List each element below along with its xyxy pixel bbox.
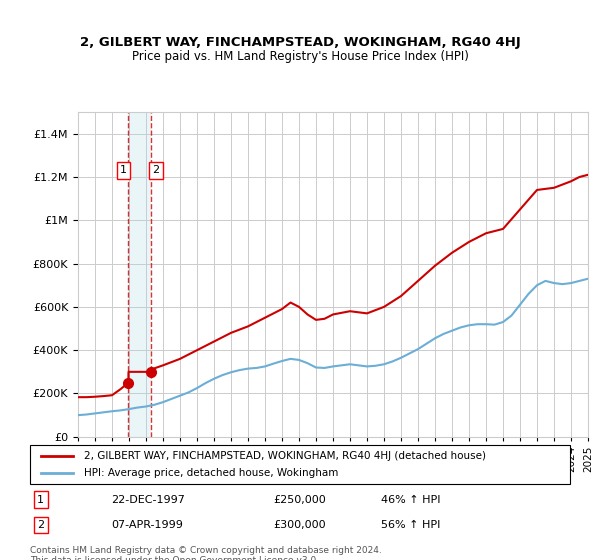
Text: Contains HM Land Registry data © Crown copyright and database right 2024.
This d: Contains HM Land Registry data © Crown c… (30, 546, 382, 560)
Text: 1: 1 (37, 495, 44, 505)
Text: 56% ↑ HPI: 56% ↑ HPI (381, 520, 440, 530)
Text: 46% ↑ HPI: 46% ↑ HPI (381, 495, 440, 505)
Text: £300,000: £300,000 (273, 520, 326, 530)
Text: Price paid vs. HM Land Registry's House Price Index (HPI): Price paid vs. HM Land Registry's House … (131, 50, 469, 63)
Text: 2, GILBERT WAY, FINCHAMPSTEAD, WOKINGHAM, RG40 4HJ: 2, GILBERT WAY, FINCHAMPSTEAD, WOKINGHAM… (80, 36, 520, 49)
Text: 07-APR-1999: 07-APR-1999 (111, 520, 183, 530)
Text: 2, GILBERT WAY, FINCHAMPSTEAD, WOKINGHAM, RG40 4HJ (detached house): 2, GILBERT WAY, FINCHAMPSTEAD, WOKINGHAM… (84, 451, 486, 461)
Text: £250,000: £250,000 (273, 495, 326, 505)
Bar (128, 112, 151, 437)
Text: 2: 2 (37, 520, 44, 530)
Text: HPI: Average price, detached house, Wokingham: HPI: Average price, detached house, Woki… (84, 468, 338, 478)
Text: 2: 2 (152, 165, 159, 175)
FancyBboxPatch shape (30, 445, 570, 484)
Text: 22-DEC-1997: 22-DEC-1997 (111, 495, 185, 505)
Text: 1: 1 (120, 165, 127, 175)
